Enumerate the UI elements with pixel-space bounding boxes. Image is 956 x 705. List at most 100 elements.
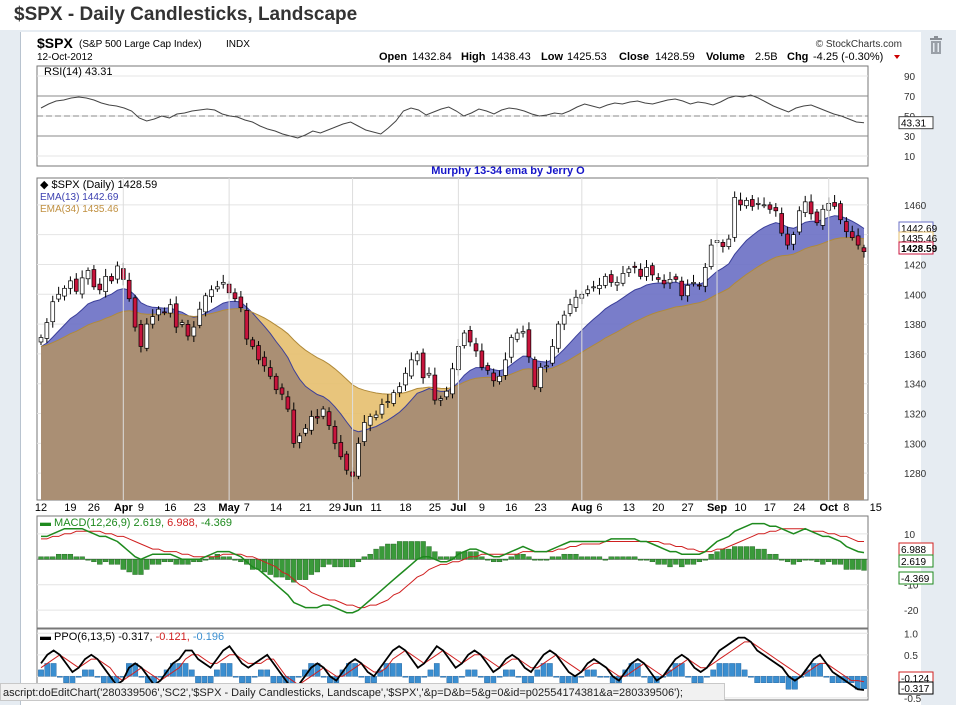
macd-hist-bar: [91, 559, 97, 563]
date-label: 12-Oct-2012: [37, 52, 93, 63]
macd-hist-bar: [526, 556, 532, 560]
macd-hist-bar: [361, 556, 367, 560]
candle-down: [138, 324, 144, 347]
candle-down: [750, 199, 755, 207]
candle-up: [726, 238, 732, 247]
ppo-hist-bar: [295, 676, 302, 678]
ppo-hist-bar: [182, 663, 189, 677]
candle-up: [691, 282, 696, 284]
macd-hist-bar: [590, 556, 597, 560]
candle-up: [761, 204, 767, 207]
ppo-hist-bar: [515, 676, 522, 678]
macd-hist-bar: [103, 559, 109, 563]
price-legend: ◆ $SPX (Daily) 1428.59: [40, 179, 157, 191]
close-value: 1428.59: [655, 51, 695, 63]
ppo-hist-bar: [320, 676, 327, 678]
candle-up: [50, 301, 56, 323]
ppo-hist-bar: [201, 676, 208, 683]
ppo-hist-bar: [691, 676, 698, 683]
x-tick-label: 8: [843, 502, 849, 514]
macd-hist-bar: [585, 556, 591, 560]
candle-down: [291, 409, 297, 444]
macd-hist-bar: [696, 559, 703, 563]
ppo-hist-bar: [521, 676, 528, 683]
ppo-hist-bar: [823, 676, 830, 678]
high-label: High: [461, 51, 486, 63]
ppo-hist-bar: [760, 676, 767, 683]
candle-up: [426, 372, 432, 376]
macd-signal-legend-value: 6.988,: [167, 517, 201, 529]
candle-up: [215, 286, 220, 290]
candle-up: [156, 308, 161, 316]
macd-hist-bar: [831, 559, 838, 565]
x-tick-label: 11: [370, 502, 381, 514]
trash-icon[interactable]: [929, 36, 943, 54]
x-tick-label: Aug: [571, 502, 592, 514]
candle-up: [591, 286, 596, 289]
macd-hist-bar: [173, 559, 179, 565]
candle-up: [620, 273, 626, 284]
candle-up: [538, 366, 543, 388]
candle-down: [126, 279, 132, 300]
price-panel: 1460144014201400138013601340132013001280…: [35, 177, 938, 514]
macd-hist-bar: [326, 559, 332, 565]
close-last-box: [898, 241, 934, 255]
macd-hist-bar: [150, 559, 156, 565]
y-tick-label: 1.0: [904, 629, 918, 640]
ppo-hist-bar: [207, 676, 214, 683]
ppo-hist-bar: [364, 676, 371, 683]
candle-up: [597, 284, 602, 289]
x-tick-label: 7: [244, 502, 250, 514]
macd-hist-bar: [538, 559, 544, 561]
ppo-hist-bar: [188, 669, 195, 677]
macd-hist-bar: [637, 559, 644, 561]
ppo-hist-bar: [672, 663, 679, 677]
macd-hist-bar: [826, 559, 832, 563]
macd-hist-bar: [608, 556, 614, 560]
ppo-hist-bar: [138, 676, 145, 678]
y-tick-label: 1280: [904, 469, 927, 480]
candle-down: [855, 235, 861, 246]
macd-hist-bar: [773, 553, 779, 560]
x-tick-label: 13: [623, 502, 635, 514]
rsi-line: [40, 94, 865, 139]
y-tick-label: 1320: [904, 410, 927, 421]
ppo-hist-bar: [534, 669, 541, 677]
ppo-signal-last-value: -0.124: [901, 674, 930, 685]
candle-up: [508, 337, 514, 358]
candle-down: [697, 284, 702, 287]
macd-legend-value: 2.619,: [134, 517, 168, 529]
candle-up: [79, 277, 85, 295]
candle-up: [150, 316, 155, 325]
macd-hist-bar: [402, 541, 409, 560]
macd-hist-bar: [202, 559, 209, 561]
macd-hist-bar: [297, 559, 303, 580]
ppo-hist-bar: [547, 663, 553, 677]
candle-down: [467, 330, 473, 343]
ppo-hist-bar: [578, 676, 585, 678]
ppo-hist-bar: [754, 676, 761, 683]
ppo-hist-bar: [773, 676, 779, 683]
macd-hist-bar: [626, 556, 632, 560]
y-tick-label: 0.5: [904, 651, 918, 662]
macd-last-value-box: [898, 554, 934, 568]
ppo-hist-bar: [402, 676, 409, 678]
macd-hist-bar: [443, 556, 450, 560]
ppo-hist-bar: [214, 669, 220, 677]
macd-hist-bar: [38, 556, 44, 560]
macd-hist-bar: [373, 548, 379, 560]
x-tick-label: 21: [299, 502, 311, 514]
macd-legend: ▬ MACD(12,26,9) 2.619, 6.988, -4.369: [40, 517, 232, 529]
macd-plot-area: [36, 515, 869, 629]
ppo-hist-bar: [528, 676, 534, 683]
ppo-hist-bar: [641, 676, 647, 678]
macd-hist-bar: [732, 546, 738, 560]
candle-down: [338, 442, 344, 458]
macd-hist-bar: [314, 559, 320, 573]
candle-up: [367, 416, 373, 426]
candle-down: [720, 242, 726, 247]
ppo-hist-bar: [358, 676, 365, 678]
open-value: 1432.84: [412, 51, 452, 63]
ppo-hist-bar: [704, 676, 710, 678]
macd-hist-bar: [737, 546, 744, 560]
